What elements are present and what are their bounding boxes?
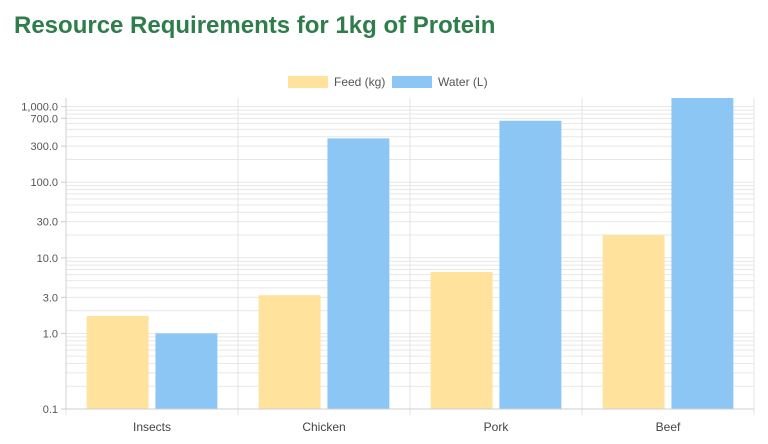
chart-title: Resource Requirements for 1kg of Protein bbox=[14, 12, 496, 39]
bar-insects-water bbox=[155, 333, 218, 409]
y-tick-label: 700.0 bbox=[30, 113, 58, 125]
legend-swatch bbox=[288, 76, 328, 88]
bar-beef-water bbox=[671, 98, 734, 409]
bars bbox=[86, 98, 734, 409]
y-tick-label: 300.0 bbox=[30, 141, 58, 153]
bar-pork-feed bbox=[430, 271, 493, 409]
y-tick-label: 1,000.0 bbox=[21, 102, 58, 114]
bar-chicken-feed bbox=[258, 295, 321, 409]
y-tick-label: 30.0 bbox=[37, 217, 58, 229]
legend-label: Feed (kg) bbox=[334, 75, 385, 89]
x-axis: Insects Chicken Pork Beef bbox=[66, 408, 754, 434]
y-tick-label: 0.1 bbox=[43, 404, 58, 416]
x-tick-label: Chicken bbox=[302, 420, 345, 434]
legend-label: Water (L) bbox=[438, 75, 488, 89]
legend-swatch bbox=[392, 76, 432, 88]
bar-chicken-water bbox=[327, 138, 390, 409]
y-tick-label: 3.0 bbox=[43, 292, 58, 304]
y-tick-label: 10.0 bbox=[37, 253, 58, 265]
x-tick-label: Beef bbox=[656, 420, 681, 434]
y-tick-label: 1.0 bbox=[43, 328, 58, 340]
bar-pork-water bbox=[499, 120, 562, 409]
legend: Feed (kg) Water (L) bbox=[288, 75, 488, 89]
bar-insects-feed bbox=[86, 315, 149, 409]
y-tick-label: 100.0 bbox=[30, 177, 58, 189]
x-tick-label: Pork bbox=[484, 420, 510, 434]
bar-beef-feed bbox=[602, 235, 665, 409]
x-tick-label: Insects bbox=[133, 420, 171, 434]
